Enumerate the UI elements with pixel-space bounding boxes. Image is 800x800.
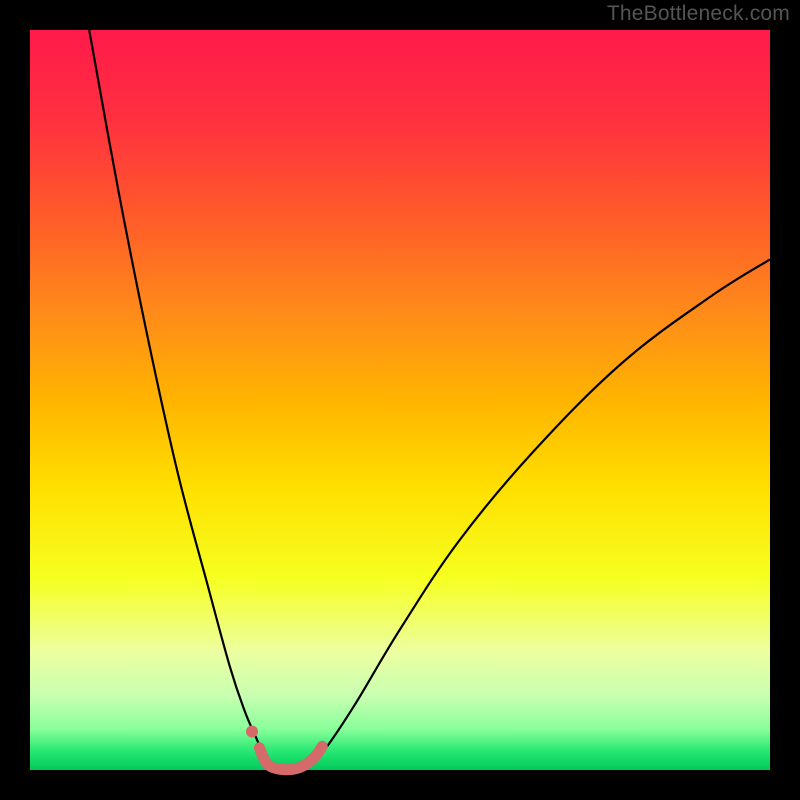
marker-left-dot	[246, 726, 258, 738]
bottleneck-chart	[0, 0, 800, 800]
plot-background	[30, 30, 770, 770]
watermark-text: TheBottleneck.com	[607, 2, 790, 26]
